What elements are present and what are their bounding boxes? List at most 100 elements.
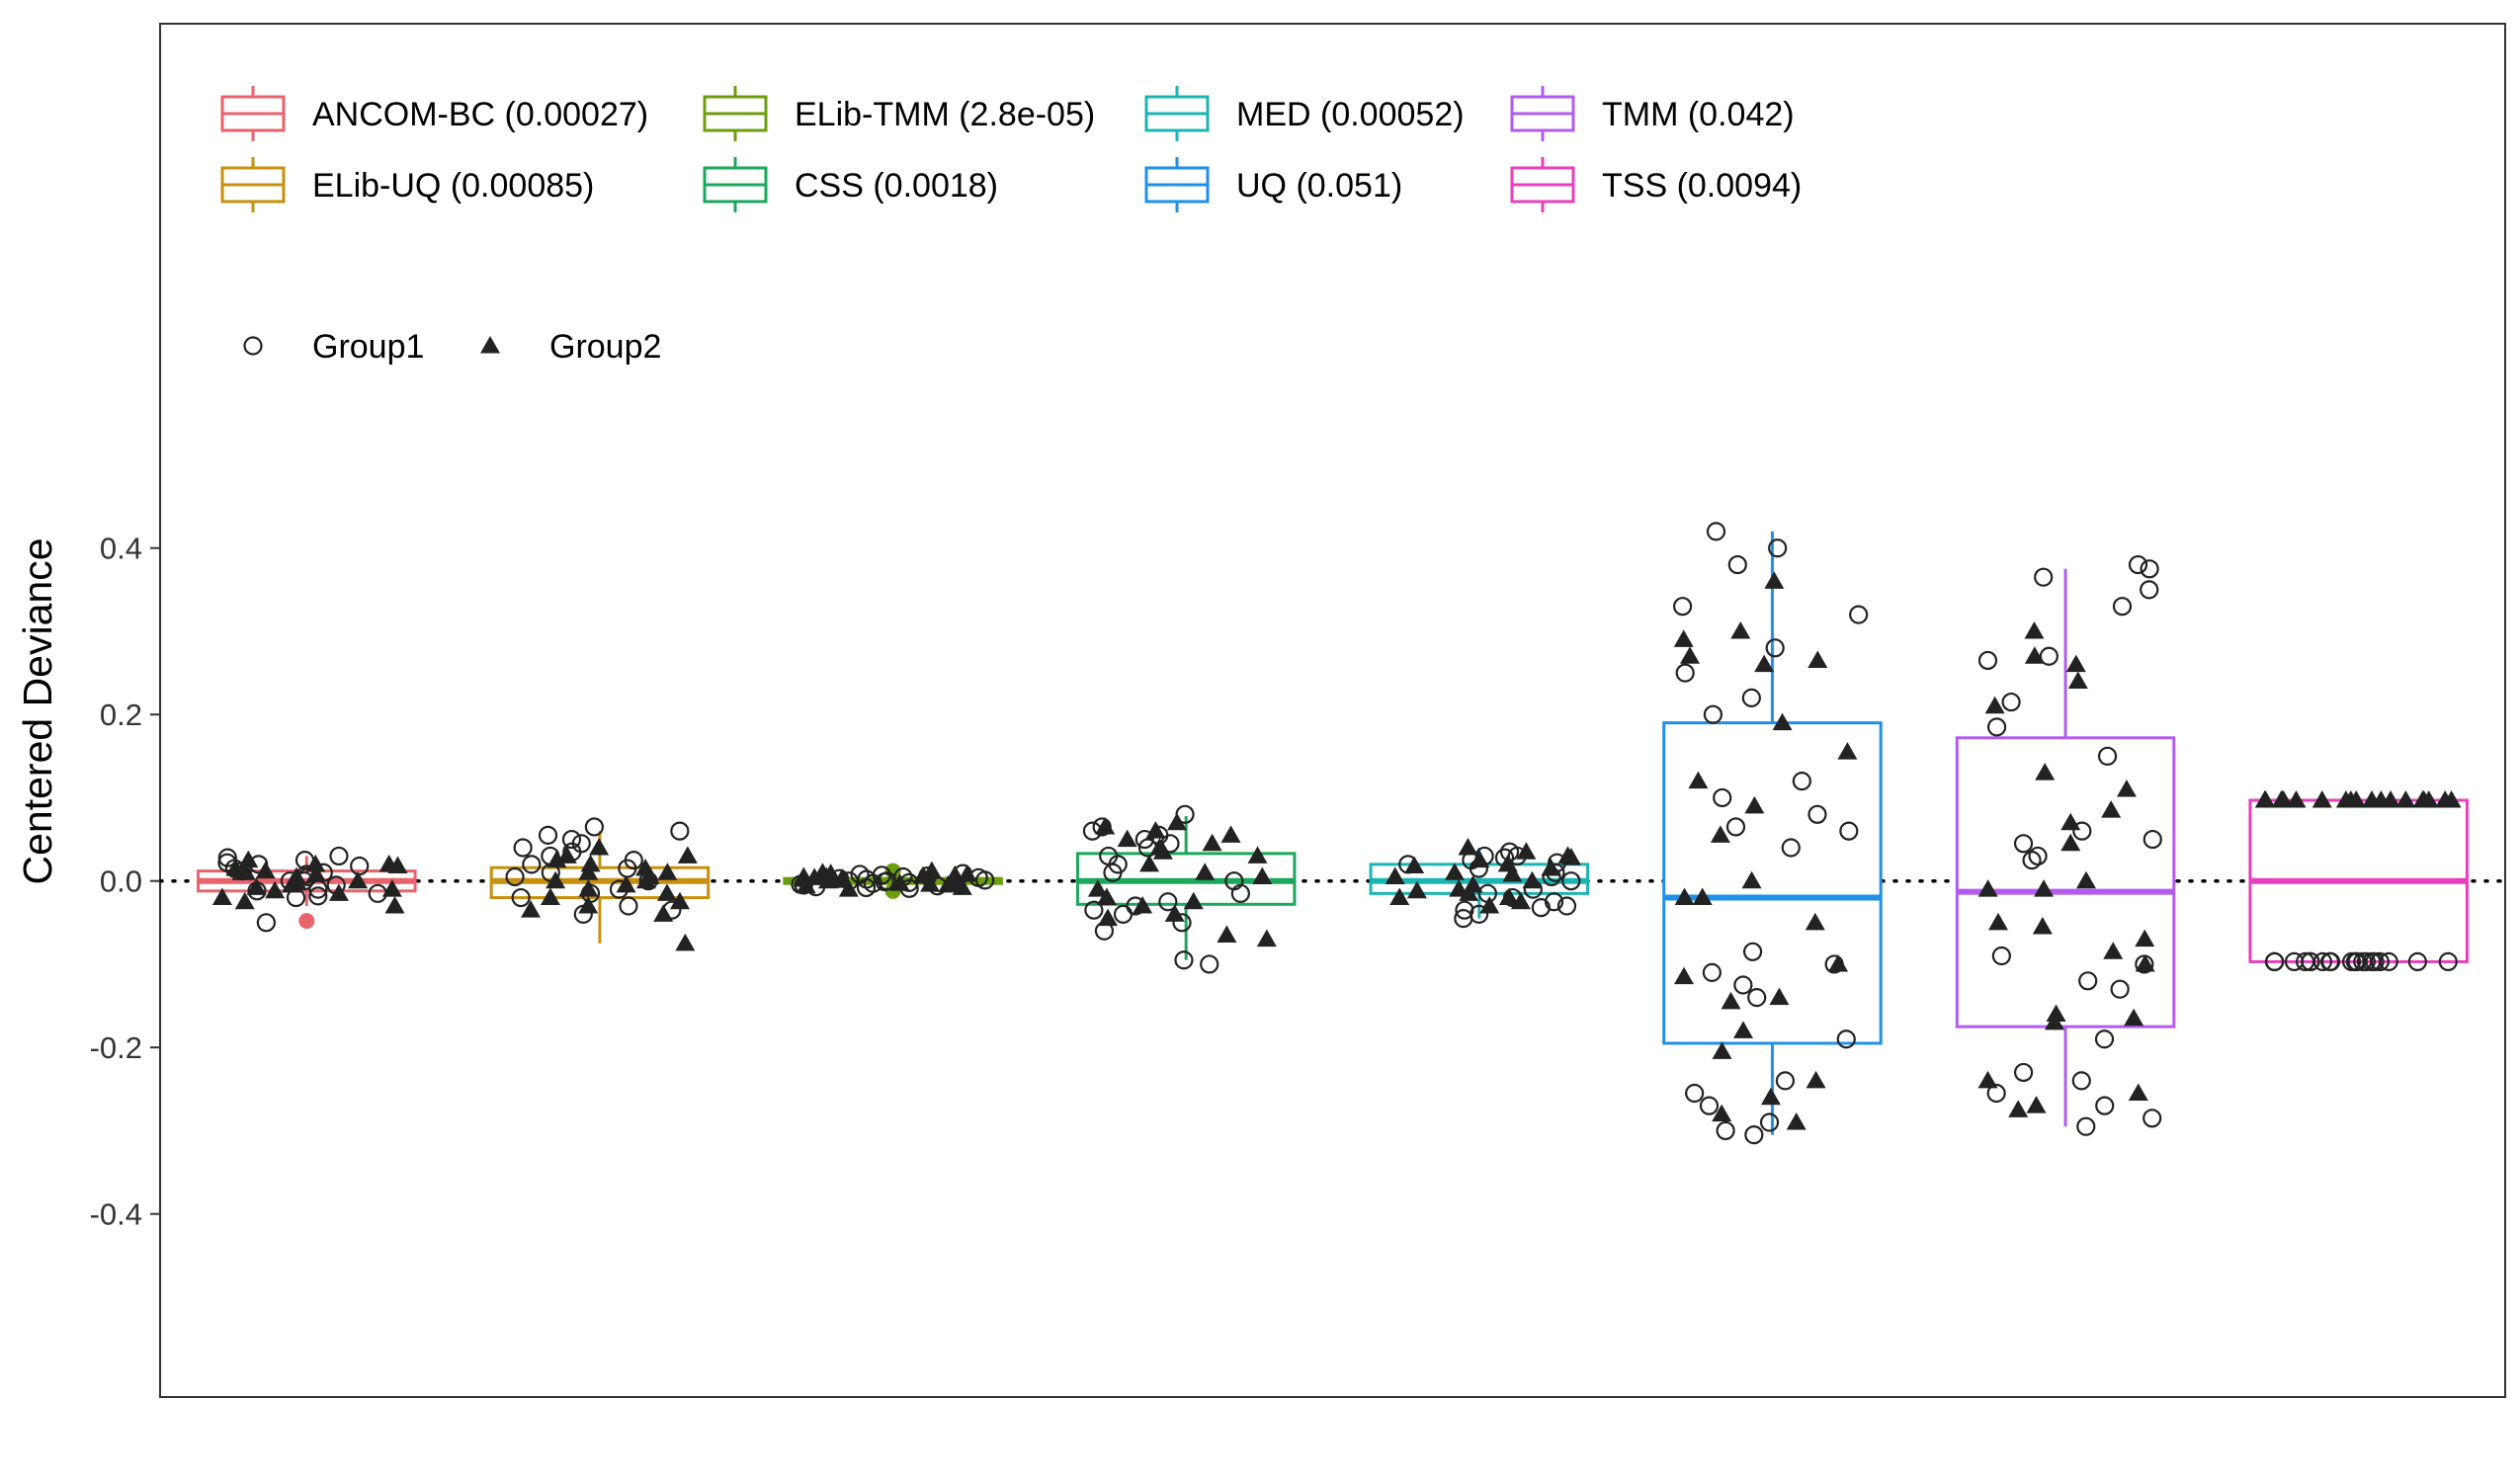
- group1-point: [511, 887, 531, 908]
- group2-point: [677, 846, 698, 864]
- group2-point: [1087, 879, 1108, 897]
- legend-item-group1: Group1: [243, 328, 424, 366]
- group1-point: [513, 838, 533, 858]
- group1-point: [2265, 951, 2285, 972]
- group2-point: [2032, 917, 2053, 935]
- group1-point: [2140, 559, 2159, 579]
- group1-point: [1977, 650, 1998, 671]
- legend-label: Group1: [312, 328, 424, 366]
- group2-point: [1760, 1087, 1781, 1106]
- group1-point: [2097, 746, 2118, 766]
- y-tick-label: 0.2: [100, 698, 142, 732]
- box-iqr: [1955, 736, 2176, 1029]
- group1-point: [1775, 1071, 1796, 1091]
- group2-point: [1117, 829, 1137, 848]
- group2-point: [2034, 879, 2055, 897]
- group2-point: [947, 869, 967, 888]
- group1-point: [1556, 896, 1577, 916]
- group1-point: [1727, 554, 1747, 575]
- group1-point: [308, 886, 328, 906]
- legend-label: Group2: [549, 328, 661, 366]
- group2-point: [1988, 912, 2009, 931]
- group2-point: [1764, 571, 1785, 589]
- group2-point: [2101, 800, 2122, 818]
- group2-point: [305, 864, 326, 882]
- group2-point: [2046, 1004, 2066, 1022]
- legend-label: ANCOM-BC (0.00027): [312, 96, 648, 133]
- group2-point: [1095, 816, 1116, 835]
- box-tmm: [1955, 568, 2176, 1127]
- group2-point: [211, 887, 232, 906]
- y-axis: -0.4 -0.2 0.0 0.2 0.4: [90, 532, 160, 1232]
- y-tick-label: -0.4: [90, 1197, 142, 1232]
- group1-point: [1765, 638, 1785, 658]
- group2-point: [635, 870, 656, 889]
- group2-point: [816, 866, 837, 884]
- group1-point: [1561, 871, 1581, 891]
- group1-point: [1839, 821, 1859, 841]
- group2-point: [2116, 780, 2137, 797]
- group1-point: [571, 834, 591, 854]
- group2-point: [1673, 629, 1694, 647]
- group2-point: [1164, 904, 1185, 922]
- group2-point: [1769, 987, 1790, 1006]
- group2-point: [387, 856, 408, 874]
- group2-point: [1522, 870, 1543, 889]
- group2-point: [2255, 789, 2276, 808]
- group1-point: [1781, 838, 1801, 858]
- group1-point: [2353, 951, 2373, 972]
- group1-point: [1454, 909, 1473, 929]
- group1-point: [2001, 692, 2021, 712]
- group2-point: [580, 854, 601, 872]
- group1-point: [1103, 863, 1123, 882]
- group1-point: [975, 870, 995, 890]
- group1-point: [2039, 646, 2058, 666]
- group1-point: [2034, 567, 2054, 587]
- group2-point: [1688, 771, 1709, 789]
- group1-point: [2013, 834, 2034, 854]
- group2-point: [546, 850, 567, 868]
- group2-point: [2271, 789, 2292, 808]
- group2-point: [1252, 866, 1273, 884]
- y-tick-label: 0.4: [100, 532, 142, 566]
- group2-point: [1406, 880, 1427, 899]
- legend-item-elib-uq: ELib-UQ (0.00085): [220, 157, 594, 212]
- group2-point: [2060, 812, 2081, 831]
- legend-filled-triangle-icon: [480, 336, 500, 354]
- group2-point: [1712, 1104, 1732, 1122]
- legend-label: CSS (0.0018): [795, 167, 998, 205]
- group2-point: [2075, 870, 2096, 889]
- y-tick-label: -0.2: [90, 1030, 142, 1065]
- group1-point: [2112, 597, 2133, 617]
- group2-point: [2008, 1100, 2029, 1117]
- group1-point: [2078, 971, 2098, 991]
- group1-point: [1685, 1083, 1705, 1104]
- group2-point: [1977, 879, 1998, 897]
- group2-point: [578, 895, 599, 914]
- group2-point: [2335, 789, 2356, 808]
- group2-point: [328, 883, 349, 901]
- group2-point: [2128, 1083, 2148, 1102]
- group1-point: [256, 913, 276, 933]
- group2-point: [348, 870, 369, 889]
- group1-point: [561, 829, 582, 850]
- legend-label: UQ (0.051): [1236, 167, 1402, 205]
- legend-label: ELib-TMM (2.8e-05): [795, 96, 1095, 133]
- group2-point: [2103, 942, 2124, 959]
- group1-point: [1725, 817, 1746, 837]
- legend-item-tss: TSS (0.0094): [1510, 157, 1802, 212]
- group1-point: [2071, 1071, 2091, 1091]
- group2-point: [656, 883, 677, 901]
- group2-point: [1977, 1070, 1998, 1089]
- group2-point: [2060, 833, 2081, 852]
- group1-point: [584, 817, 604, 837]
- group2-point: [234, 891, 255, 910]
- group2-point: [521, 900, 542, 918]
- group2-point: [1516, 842, 1537, 860]
- group2-point: [832, 868, 853, 886]
- group1-point: [1792, 772, 1811, 791]
- group2-point: [1828, 953, 1849, 972]
- group2-point: [255, 861, 276, 879]
- group1-point: [618, 859, 637, 878]
- group2-point: [2024, 646, 2045, 664]
